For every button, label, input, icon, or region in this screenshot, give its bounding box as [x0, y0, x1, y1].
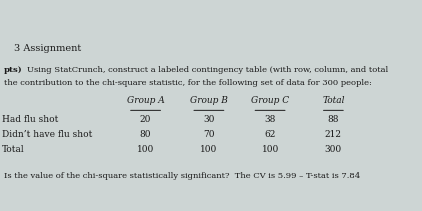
Text: Didn’t have flu shot: Didn’t have flu shot — [2, 130, 92, 139]
Text: Group A: Group A — [127, 96, 165, 105]
Text: Is the value of the chi-square statistically significant?  The CV is 5.99 – T-st: Is the value of the chi-square statistic… — [4, 172, 360, 180]
Text: 20: 20 — [140, 115, 151, 124]
Text: Using StatCrunch, construct a labeled contingency table (with row, column, and t: Using StatCrunch, construct a labeled co… — [27, 66, 389, 74]
Text: 30: 30 — [203, 115, 214, 124]
Text: 62: 62 — [265, 130, 276, 139]
Text: Had flu shot: Had flu shot — [2, 115, 58, 124]
Text: 88: 88 — [327, 115, 339, 124]
Text: Group C: Group C — [251, 96, 289, 105]
Text: Group B: Group B — [190, 96, 228, 105]
Text: 70: 70 — [203, 130, 215, 139]
Text: Total: Total — [322, 96, 345, 105]
Text: 100: 100 — [137, 145, 154, 154]
Text: 80: 80 — [140, 130, 151, 139]
Text: Total: Total — [2, 145, 24, 154]
Text: 3 Assignment: 3 Assignment — [14, 44, 81, 53]
Text: 300: 300 — [325, 145, 342, 154]
Text: 100: 100 — [200, 145, 217, 154]
Text: pts): pts) — [4, 66, 22, 74]
Text: 38: 38 — [265, 115, 276, 124]
Text: 212: 212 — [325, 130, 342, 139]
Text: 100: 100 — [262, 145, 279, 154]
Text: the contribution to the chi-square statistic, for the following set of data for : the contribution to the chi-square stati… — [4, 79, 372, 87]
